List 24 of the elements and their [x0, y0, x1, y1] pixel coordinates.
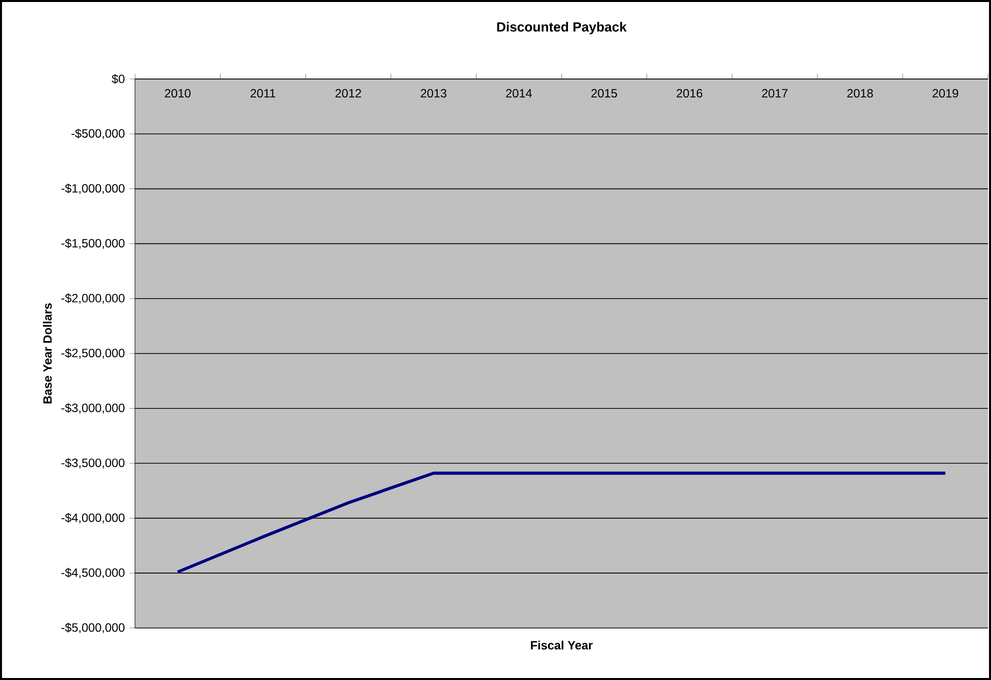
y-tick-label: -$4,000,000 [61, 512, 124, 524]
y-tick-label: -$2,000,000 [61, 293, 124, 304]
x-tick-label: 2019 [932, 89, 958, 98]
x-tick-label: 2010 [164, 89, 191, 98]
y-tick-label: -$4,500,000 [61, 568, 124, 578]
y-tick-label: -$3,000,000 [61, 403, 124, 414]
y-axis-title: Base Year Dollars [42, 303, 52, 404]
x-tick-label: 2016 [676, 89, 702, 98]
x-axis-title: Fiscal Year [530, 640, 593, 650]
y-tick-label: -$1,000,000 [61, 184, 124, 194]
x-tick-label: 2014 [506, 89, 532, 98]
y-tick-label: -$500,000 [71, 128, 124, 140]
x-tick-label: 2015 [591, 89, 617, 98]
x-tick-label: 2013 [420, 89, 446, 98]
y-tick-label: -$3,500,000 [61, 458, 124, 468]
x-tick-label: 2012 [336, 89, 361, 98]
x-tick-label: 2018 [847, 89, 873, 98]
chart-title: Discounted Payback [497, 22, 627, 34]
x-tick-label: 2017 [762, 89, 788, 98]
x-tick-label: 2011 [250, 89, 276, 98]
y-tick-label: -$5,000,000 [61, 622, 124, 634]
y-tick-label: $0 [112, 74, 124, 84]
y-tick-label: -$2,500,000 [61, 348, 124, 359]
y-tick-label: -$1,500,000 [61, 238, 124, 249]
